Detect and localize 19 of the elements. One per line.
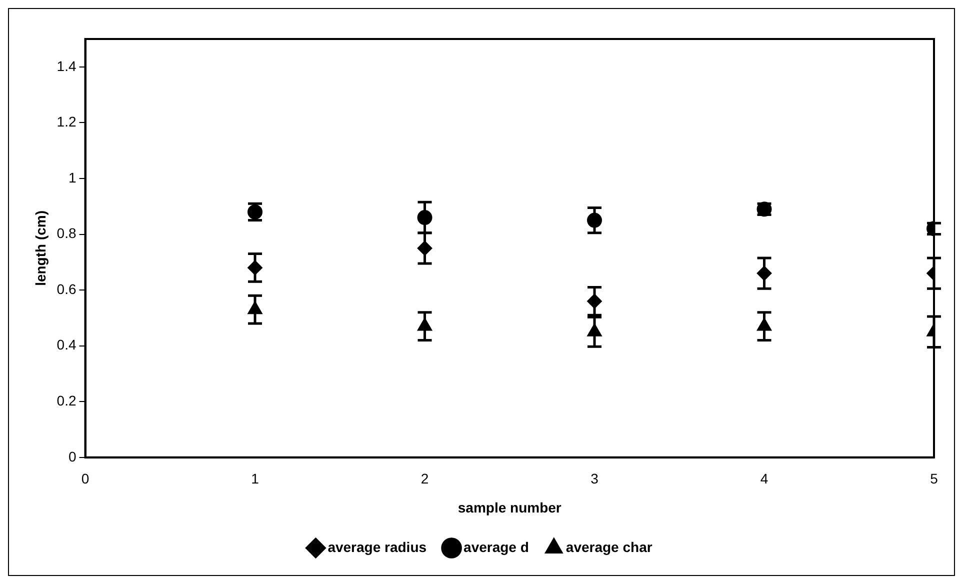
x-tick-label: 1 bbox=[251, 470, 260, 487]
x-tick-label: 2 bbox=[420, 470, 429, 487]
y-axis-title: length (cm) bbox=[32, 210, 48, 286]
x-axis-title: sample number bbox=[458, 499, 562, 516]
legend-label: average d bbox=[464, 538, 529, 555]
x-tick-label: 3 bbox=[590, 470, 599, 487]
y-tick-label: 0.8 bbox=[56, 225, 76, 242]
y-tick-label: 0 bbox=[68, 448, 76, 464]
y-tick-label: 0.2 bbox=[56, 392, 76, 408]
y-tick-label: 1.2 bbox=[56, 114, 76, 130]
y-tick-label: 1.4 bbox=[56, 58, 76, 74]
legend-label: average radius bbox=[328, 538, 427, 555]
y-tick-label: 1 bbox=[68, 169, 76, 186]
x-tick-label: 0 bbox=[81, 470, 90, 487]
x-tick-label: 4 bbox=[760, 470, 768, 487]
y-tick-label: 0.6 bbox=[56, 280, 76, 297]
legend-label: average char bbox=[566, 538, 653, 555]
y-tick-label: 0.4 bbox=[56, 336, 76, 353]
x-tick-label: 5 bbox=[930, 470, 938, 487]
